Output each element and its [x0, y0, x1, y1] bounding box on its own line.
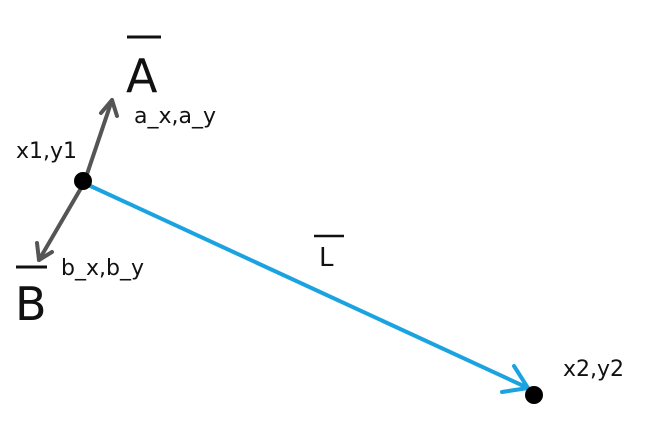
- vector-b-line: [37, 181, 86, 262]
- vector-l-line: [82, 181, 530, 390]
- vector-a-components: a_x,a_y: [134, 104, 216, 129]
- point-1-dot: [74, 172, 92, 190]
- point-2-label: x2,y2: [563, 357, 624, 382]
- vector-b-arrowhead: [35, 241, 54, 262]
- vector-b-components: b_x,b_y: [61, 256, 144, 281]
- vector-b-label: B: [15, 277, 47, 331]
- vector-l-arrowhead: [500, 364, 530, 394]
- vector-l-label: L: [319, 243, 334, 273]
- vector-a-line: [82, 98, 114, 185]
- point-1-label: x1,y1: [16, 139, 77, 164]
- vector-a-arrowhead: [99, 98, 119, 118]
- vector-a-label: A: [126, 49, 158, 103]
- point-2-dot: [525, 386, 543, 404]
